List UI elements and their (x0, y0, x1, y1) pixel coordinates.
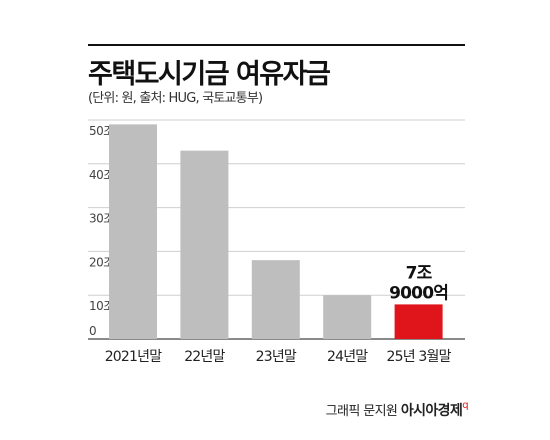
title-rule (88, 44, 465, 46)
y-tick-label: 30조 (89, 212, 114, 226)
chart-title: 주택도시기금 여유자금 (88, 59, 331, 90)
x-tick-label: 23년말 (256, 349, 297, 365)
y-tick-label: 50조 (89, 124, 114, 138)
bar (109, 124, 157, 339)
x-tick-label: 24년말 (327, 349, 368, 365)
x-tick-label: 25년 3월말 (386, 349, 451, 365)
brand-name: 아시아경제 (400, 403, 463, 419)
y-tick-label: 40조 (89, 168, 114, 182)
x-tick-label: 2021년말 (105, 349, 163, 365)
bar (323, 295, 372, 339)
y-tick-label: 20조 (89, 255, 114, 269)
bar (394, 304, 443, 339)
data-label: 7조 (406, 263, 433, 283)
credit-text: 그래픽 문지원 (325, 404, 398, 419)
y-tick-label: 10조 (89, 299, 114, 313)
bar (251, 260, 300, 339)
credit: 그래픽 문지원 아시아경제q (325, 400, 469, 420)
brand-mark-icon: q (462, 400, 468, 411)
data-label: 9000억 (389, 283, 448, 303)
bar (180, 150, 229, 339)
chart-subtitle: (단위: 원, 출처: HUG, 국토교통부) (88, 91, 263, 106)
x-tick-label: 22년말 (184, 349, 225, 365)
y-tick-label: 0 (89, 324, 96, 338)
